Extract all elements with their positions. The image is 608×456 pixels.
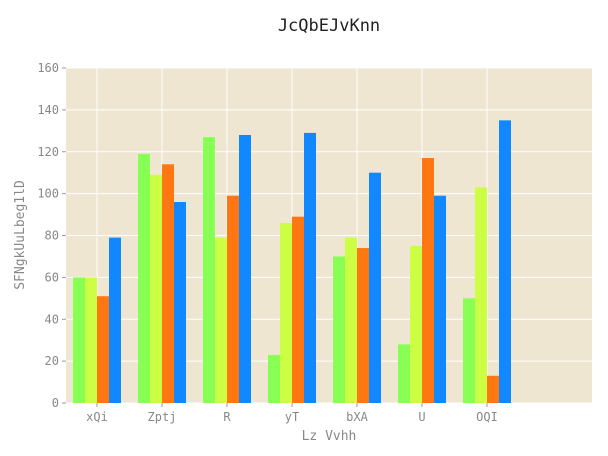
bar-bXA-series-1 [333,256,345,403]
bar-Zptj-series-3 [162,164,174,403]
bar-yT-series-4 [304,132,316,403]
y-tick-label: 120 [37,145,59,159]
bar-bXA-series-4 [369,172,381,403]
y-tick-label: 0 [52,396,59,410]
y-tick-label: 80 [45,229,59,243]
x-tick-label: bXA [346,410,368,424]
bar-U-series-2 [410,245,422,403]
bar-xQi-series-4 [109,237,121,403]
x-tick-label: Zptj [148,410,177,424]
bar-U-series-1 [398,344,410,403]
bar-bXA-series-3 [357,248,369,403]
x-tick-label: xQi [86,410,108,424]
bar-U-series-4 [434,195,446,403]
bar-R-series-2 [215,237,227,403]
chart-title: JcQbEJvKnn [278,16,380,36]
bar-xQi-series-3 [97,296,109,403]
y-tick-label: 140 [37,103,59,117]
y-tick-label: 20 [45,354,59,368]
y-axis-ticks: 0 20 40 60 80 100 120 140 160 [37,61,66,410]
x-tick-label: R [223,410,231,424]
y-axis-label: SFNgkUuLbeg1lD [13,180,28,290]
x-axis-label: Lz Vvhh [302,429,357,444]
bar-Zptj-series-1 [138,153,150,403]
bar-yT-series-3 [292,216,304,403]
bar-yT-series-1 [268,354,280,403]
bar-xQi-series-2 [85,277,97,403]
bar-OQI-series-3 [487,375,499,403]
y-tick-label: 160 [37,61,59,75]
bar-bXA-series-2 [345,237,357,403]
bars [73,120,511,403]
bar-R-series-1 [203,137,215,403]
bar-yT-series-2 [280,222,292,403]
x-tick-label: yT [285,410,299,424]
y-tick-label: 40 [45,312,59,326]
bar-OQI-series-1 [463,298,475,403]
bar-xQi-series-1 [73,277,85,403]
bar-R-series-3 [227,195,239,403]
bar-R-series-4 [239,135,251,403]
bar-Zptj-series-4 [174,202,186,403]
bar-OQI-series-4 [499,120,511,403]
bar-OQI-series-2 [475,187,487,403]
x-tick-label: OQI [476,410,498,424]
x-tick-label: U [418,410,425,424]
y-tick-label: 100 [37,187,59,201]
y-tick-label: 60 [45,270,59,284]
bar-Zptj-series-2 [150,174,162,403]
bar-U-series-3 [422,158,434,403]
